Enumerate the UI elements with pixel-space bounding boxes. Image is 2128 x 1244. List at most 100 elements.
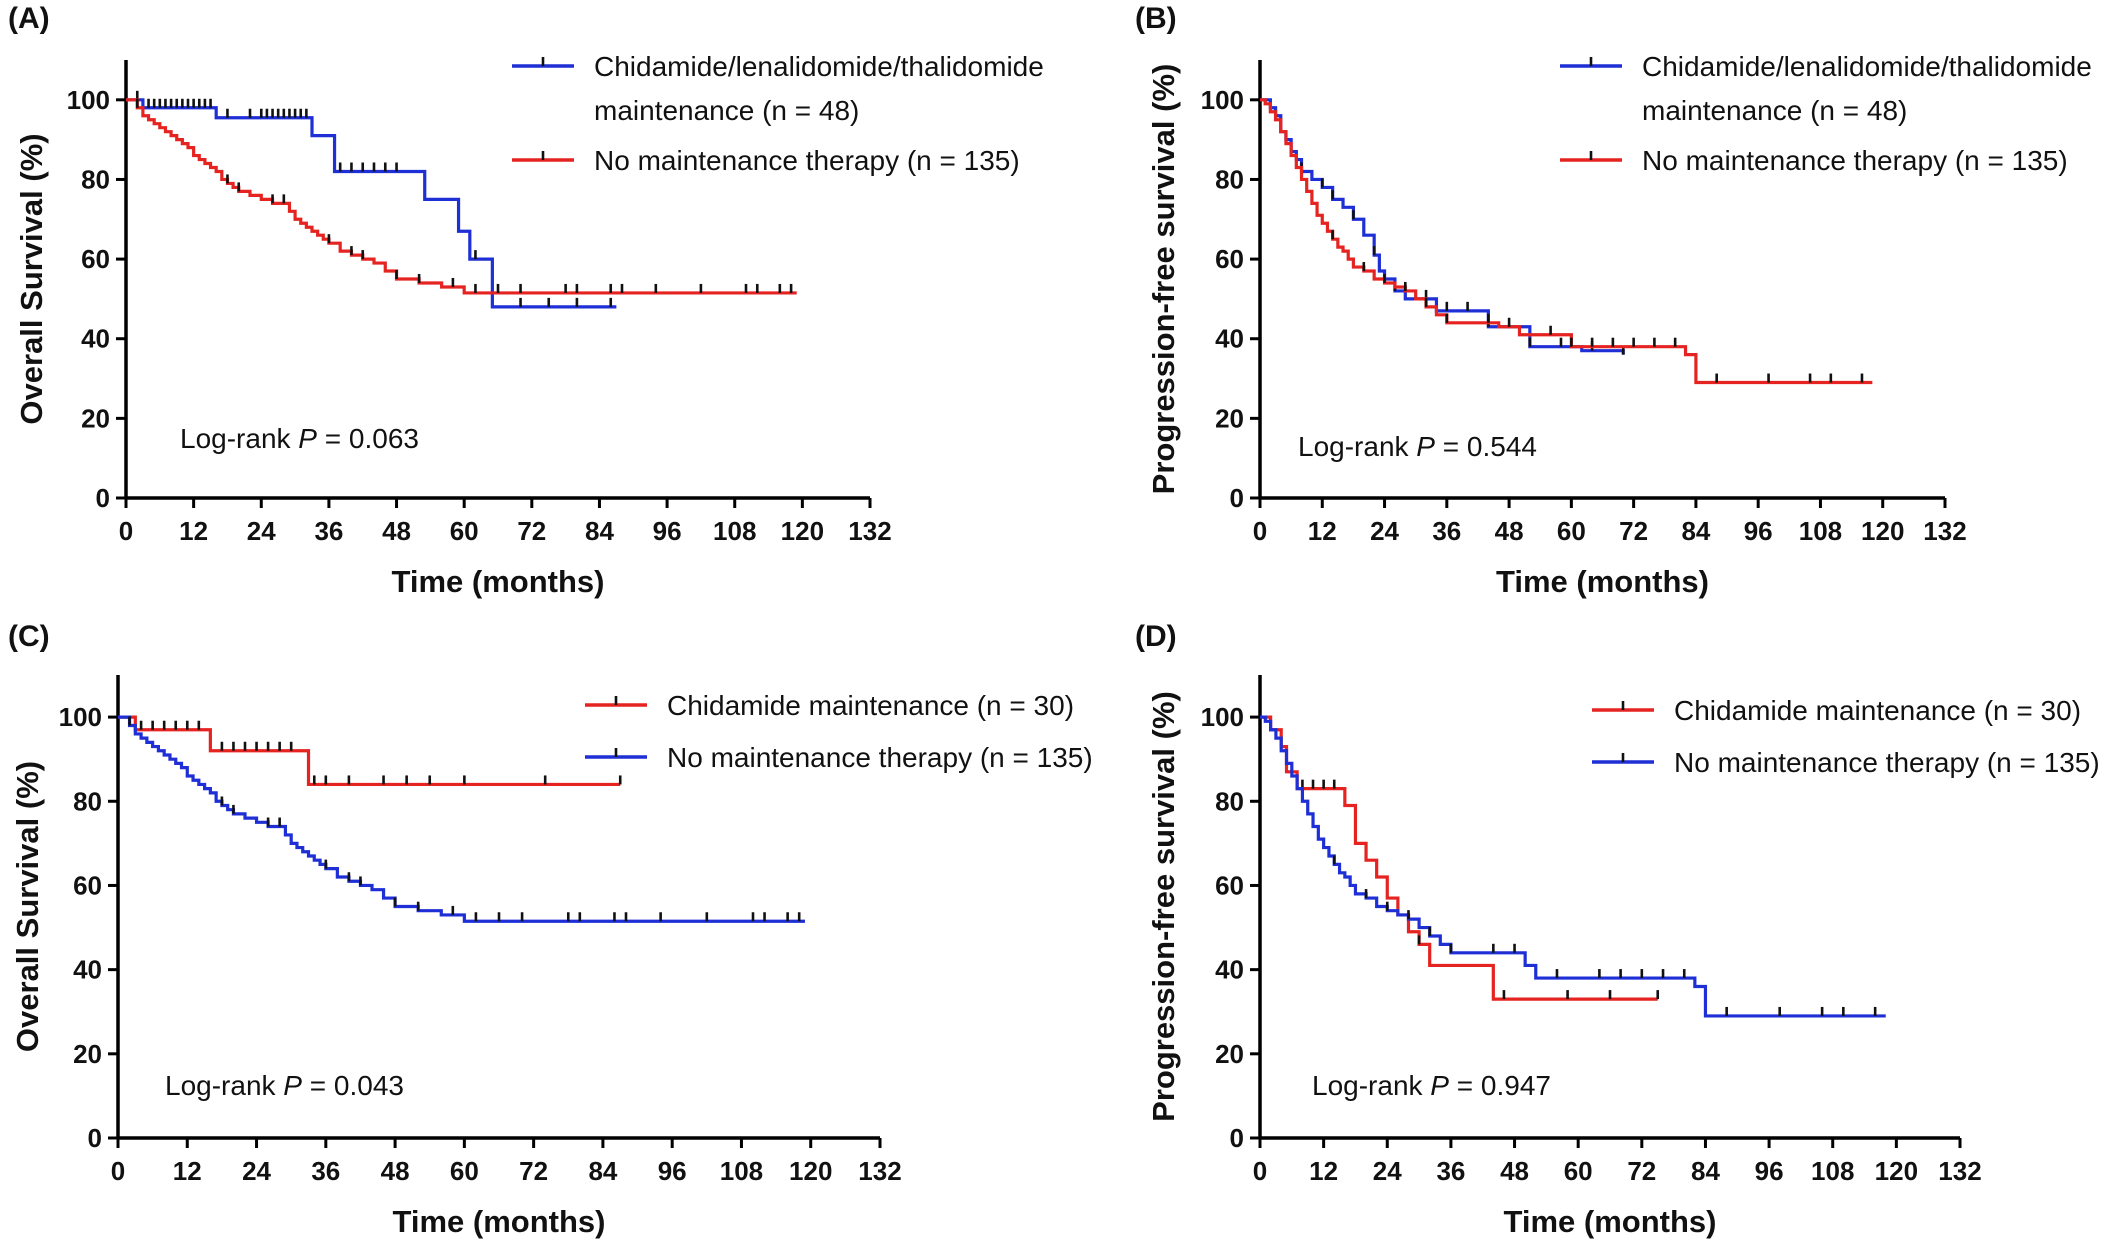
x-tick-label: 24 xyxy=(1373,1156,1402,1186)
x-tick-label: 132 xyxy=(1923,516,1966,546)
x-tick-label: 48 xyxy=(381,1156,410,1186)
km-curve-series-0 xyxy=(1260,715,1658,1001)
x-tick-label: 96 xyxy=(1744,516,1773,546)
x-tick-label: 48 xyxy=(1495,516,1524,546)
logrank-annotation: Log-rank P = 0.043 xyxy=(165,1070,404,1101)
y-tick-label: 40 xyxy=(81,324,110,354)
x-tick-label: 96 xyxy=(1755,1156,1784,1186)
legend-label: No maintenance therapy (n = 135) xyxy=(1674,747,2100,778)
y-tick-label: 60 xyxy=(81,244,110,274)
x-tick-label: 96 xyxy=(653,516,682,546)
y-tick-label: 0 xyxy=(1230,483,1244,513)
x-tick-label: 12 xyxy=(1308,516,1337,546)
y-tick-label: 20 xyxy=(1215,403,1244,433)
legend-label: No maintenance therapy (n = 135) xyxy=(1642,145,2068,176)
x-tick-label: 60 xyxy=(450,516,479,546)
x-tick-label: 132 xyxy=(858,1156,901,1186)
y-tick-label: 60 xyxy=(1215,870,1244,900)
x-tick-label: 120 xyxy=(1861,516,1904,546)
legend-label: Chidamide maintenance (n = 30) xyxy=(1674,695,2081,726)
x-tick-label: 0 xyxy=(119,516,133,546)
logrank-p-value: = 0.063 xyxy=(317,423,419,454)
logrank-p-label: P xyxy=(283,1070,302,1101)
y-tick-label: 40 xyxy=(1215,324,1244,354)
x-tick-label: 24 xyxy=(1370,516,1399,546)
logrank-p-value: = 0.043 xyxy=(302,1070,404,1101)
km-curve-series-1 xyxy=(1260,715,1886,1018)
x-tick-label: 24 xyxy=(247,516,276,546)
y-axis-title: Overall Survival (%) xyxy=(10,761,45,1052)
x-axis-title: Time (months) xyxy=(392,564,605,599)
x-tick-label: 132 xyxy=(1938,1156,1981,1186)
y-tick-label: 0 xyxy=(88,1123,102,1153)
x-tick-label: 132 xyxy=(848,516,891,546)
logrank-prefix: Log-rank xyxy=(165,1070,283,1101)
x-tick-label: 108 xyxy=(1799,516,1842,546)
x-tick-label: 12 xyxy=(1309,1156,1338,1186)
x-axis-title: Time (months) xyxy=(393,1204,606,1239)
x-tick-label: 84 xyxy=(588,1156,617,1186)
logrank-p-label: P xyxy=(298,423,317,454)
km-curve-series-0 xyxy=(118,715,621,787)
x-tick-label: 120 xyxy=(781,516,824,546)
x-axis-title: Time (months) xyxy=(1504,1204,1717,1239)
x-tick-label: 120 xyxy=(789,1156,832,1186)
legend-label: maintenance (n = 48) xyxy=(594,95,859,126)
x-tick-label: 36 xyxy=(1436,1156,1465,1186)
km-curve-series-1 xyxy=(1260,98,1873,385)
x-tick-label: 108 xyxy=(1811,1156,1854,1186)
x-tick-label: 48 xyxy=(1500,1156,1529,1186)
panel-0: (A) 0 12 24 36 48 60 72 84 96 108 120 132 0 20 40 60 80 10… xyxy=(8,2,1044,599)
x-tick-label: 0 xyxy=(1253,516,1267,546)
panel-label: (B) xyxy=(1135,2,1177,35)
x-tick-label: 36 xyxy=(314,516,343,546)
panel-label: (C) xyxy=(8,620,50,653)
legend-label: Chidamide maintenance (n = 30) xyxy=(667,690,1074,721)
y-tick-label: 60 xyxy=(1215,244,1244,274)
y-tick-label: 100 xyxy=(1201,85,1244,115)
y-tick-label: 20 xyxy=(1215,1039,1244,1069)
x-tick-label: 12 xyxy=(173,1156,202,1186)
x-tick-label: 108 xyxy=(713,516,756,546)
logrank-annotation: Log-rank P = 0.063 xyxy=(180,423,419,454)
y-axis-title: Overall Survival (%) xyxy=(14,133,49,424)
y-tick-label: 0 xyxy=(1230,1123,1244,1153)
y-tick-label: 20 xyxy=(81,403,110,433)
panel-label: (A) xyxy=(8,2,50,35)
y-tick-label: 80 xyxy=(73,786,102,816)
legend-label: No maintenance therapy (n = 135) xyxy=(594,145,1020,176)
y-axis-title: Progression-free survival (%) xyxy=(1146,691,1181,1122)
y-tick-label: 100 xyxy=(1201,702,1244,732)
y-tick-label: 80 xyxy=(1215,164,1244,194)
x-tick-label: 72 xyxy=(1627,1156,1656,1186)
y-tick-label: 100 xyxy=(59,702,102,732)
legend-label: Chidamide/lenalidomide/thalidomide xyxy=(594,51,1044,82)
logrank-annotation: Log-rank P = 0.544 xyxy=(1298,431,1537,462)
x-tick-label: 120 xyxy=(1875,1156,1918,1186)
x-axis-title: Time (months) xyxy=(1496,564,1709,599)
y-tick-label: 100 xyxy=(67,85,110,115)
logrank-p-value: = 0.544 xyxy=(1435,431,1537,462)
logrank-annotation: Log-rank P = 0.947 xyxy=(1312,1070,1551,1101)
x-tick-label: 108 xyxy=(720,1156,763,1186)
y-tick-label: 60 xyxy=(73,870,102,900)
logrank-p-label: P xyxy=(1416,431,1435,462)
x-tick-label: 60 xyxy=(1557,516,1586,546)
x-tick-label: 72 xyxy=(519,1156,548,1186)
y-axis-title: Progression-free survival (%) xyxy=(1146,64,1181,495)
x-tick-label: 84 xyxy=(1681,516,1710,546)
panel-2: (C) 0 12 24 36 48 60 72 84 96 108 120 132 0 20 40 60 80 10… xyxy=(8,620,1093,1239)
legend-label: maintenance (n = 48) xyxy=(1642,95,1907,126)
x-tick-label: 72 xyxy=(517,516,546,546)
x-tick-label: 84 xyxy=(585,516,614,546)
logrank-prefix: Log-rank xyxy=(1312,1070,1430,1101)
y-tick-label: 80 xyxy=(1215,786,1244,816)
y-tick-label: 40 xyxy=(73,955,102,985)
x-tick-label: 0 xyxy=(1253,1156,1267,1186)
y-tick-label: 40 xyxy=(1215,955,1244,985)
logrank-p-label: P xyxy=(1430,1070,1449,1101)
y-tick-label: 20 xyxy=(73,1039,102,1069)
x-tick-label: 84 xyxy=(1691,1156,1720,1186)
legend-label: No maintenance therapy (n = 135) xyxy=(667,742,1093,773)
x-tick-label: 24 xyxy=(242,1156,271,1186)
